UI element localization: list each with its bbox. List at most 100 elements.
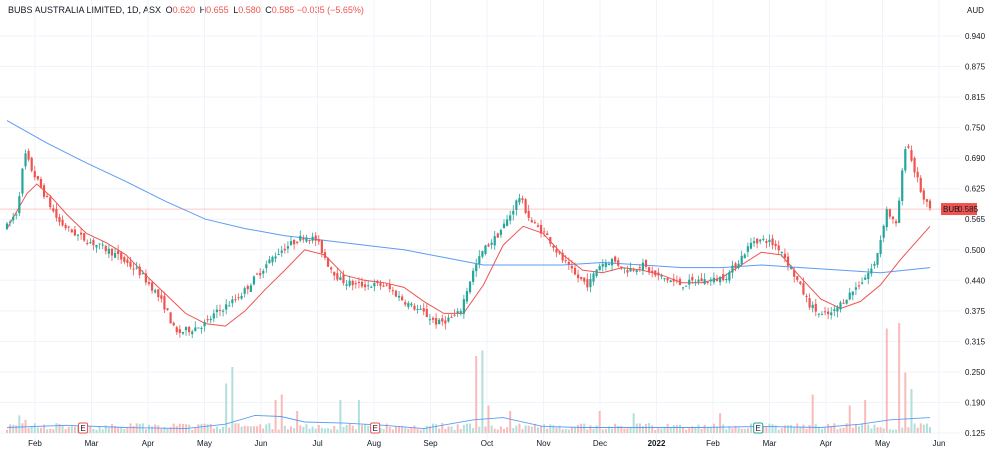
volume-bar <box>120 426 123 433</box>
volume-bar <box>691 426 694 433</box>
volume-bar <box>222 427 225 433</box>
volume-bar <box>12 424 15 433</box>
volume-bar <box>487 405 490 433</box>
volume-bar <box>215 426 218 433</box>
candle-body <box>302 237 305 240</box>
volume-bar <box>895 429 898 433</box>
x-axis[interactable]: Feb Mar Apr May Jun Jul Aug Sep Oct Nov Dec 2022 Feb… <box>28 439 945 448</box>
candle-body <box>8 221 12 223</box>
volume-bar <box>780 428 783 433</box>
x-tick-label: Dec <box>593 439 607 448</box>
open-value: 0.620 <box>172 5 196 15</box>
volume-bar <box>490 425 493 433</box>
volume-bar <box>598 411 601 433</box>
volume-bar <box>432 423 434 433</box>
candle-body <box>851 291 854 296</box>
volume-bar <box>567 429 570 433</box>
volume-bar <box>746 428 749 433</box>
candle-body <box>910 150 913 161</box>
y-axis[interactable]: 0.940 0.875 0.815 0.750 0.690 0.625 0.565 0.500… <box>965 32 986 438</box>
y-tick-label: 0.565 <box>965 215 986 224</box>
candle-body <box>620 266 623 269</box>
volume-bar <box>796 423 799 433</box>
candle-body <box>268 259 271 264</box>
x-tick-label: Jul <box>312 439 322 448</box>
volume-bar <box>530 426 533 433</box>
candle-body <box>126 259 129 264</box>
candle-body <box>681 287 685 289</box>
candle-body <box>623 267 626 269</box>
candle-body <box>401 296 404 301</box>
candle-body <box>12 217 15 221</box>
volume-bar <box>851 427 854 433</box>
volume-bar <box>30 426 33 433</box>
candle-body <box>89 242 92 244</box>
volume-bar <box>333 426 336 433</box>
volume-bar <box>749 423 752 433</box>
volume-bar <box>459 429 462 433</box>
volume-bar <box>533 423 536 433</box>
candle-body <box>752 241 756 244</box>
candle-body <box>546 233 549 236</box>
volume-bar <box>110 424 113 433</box>
volume-bar <box>314 428 317 433</box>
last-price-tag <box>941 203 977 216</box>
candle-body <box>867 272 870 280</box>
volume-bar <box>138 423 141 433</box>
volume-bar <box>286 429 289 433</box>
volume-bar <box>595 425 598 433</box>
candle-body <box>86 242 89 245</box>
volume-bar <box>839 428 842 433</box>
candle-body <box>55 208 58 218</box>
candle-body <box>147 282 151 284</box>
volume-bar <box>382 428 385 433</box>
volume-bar <box>891 429 894 433</box>
volume-bar <box>694 427 697 433</box>
volume-bar <box>833 423 836 433</box>
volume-bar <box>354 429 357 433</box>
candle-body <box>756 238 759 244</box>
volume-bar <box>157 425 160 433</box>
candle-body <box>533 222 536 224</box>
candle-body <box>518 198 521 203</box>
volume-bar <box>669 426 672 433</box>
volume-bar <box>518 423 521 433</box>
candle-body <box>453 314 456 316</box>
volume-bar <box>521 429 524 433</box>
volume-bar <box>317 424 320 433</box>
high-label: H <box>199 5 207 15</box>
volume-bar <box>484 426 487 433</box>
volume-bar <box>277 429 280 433</box>
candle-body <box>475 264 478 272</box>
candle-body <box>777 245 780 251</box>
volume-bar <box>638 423 641 433</box>
candle-body <box>743 254 746 259</box>
low-value: 0.580 <box>238 5 261 15</box>
volume-bar <box>873 424 876 433</box>
candle-body <box>654 270 657 276</box>
volume-bar <box>666 423 669 433</box>
volume-bar <box>249 426 252 433</box>
candle-body <box>27 150 30 160</box>
volume-bar <box>43 424 46 433</box>
candle-body <box>811 304 814 309</box>
candle-body <box>92 240 95 246</box>
candle-body <box>857 285 861 287</box>
candle-body <box>79 232 83 235</box>
volume-bar <box>570 427 573 433</box>
candle-body <box>635 270 638 272</box>
candle-body <box>543 231 546 233</box>
candle-body <box>246 286 249 290</box>
candle-body <box>561 252 564 261</box>
candle-body <box>493 236 496 246</box>
candle-body <box>731 265 734 273</box>
y-tick-label: 0.375 <box>965 307 986 316</box>
volume-bar <box>228 427 231 433</box>
close-value: 0.585 <box>271 5 295 15</box>
volume-bar <box>614 423 617 433</box>
volume-bar <box>907 427 910 433</box>
candle-body <box>342 274 345 284</box>
candle-body <box>5 223 9 230</box>
volume-bar <box>645 424 647 433</box>
